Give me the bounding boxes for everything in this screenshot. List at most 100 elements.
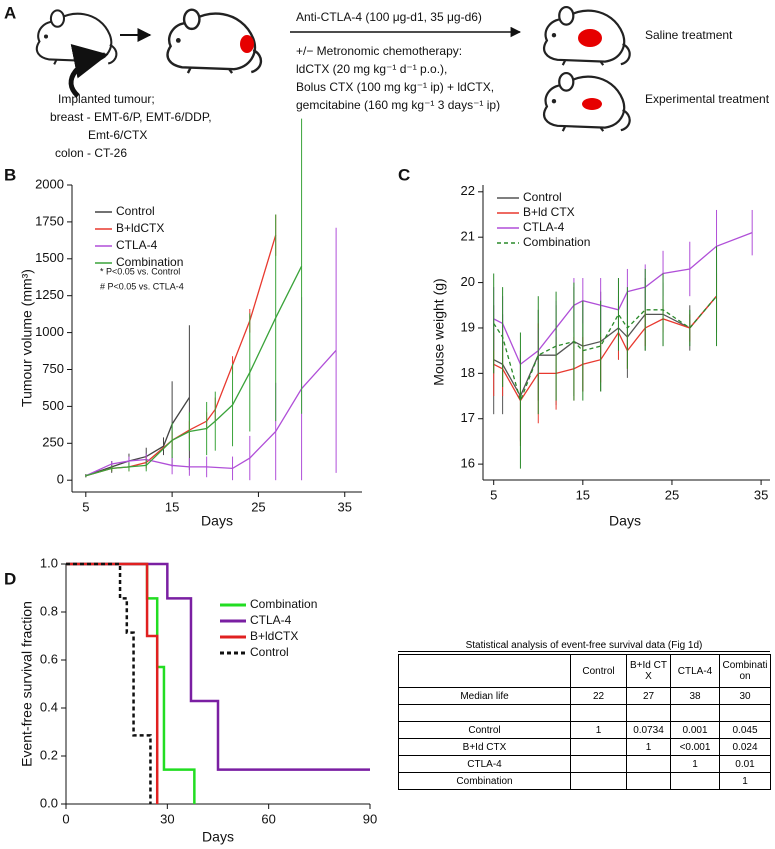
table-cell: 0.01 <box>719 755 771 773</box>
chemo-text: ldCTX (20 mg kg⁻¹ d⁻¹ p.o.), <box>296 62 447 76</box>
x-tick-label: 35 <box>754 487 768 502</box>
y-tick-label: 1500 <box>35 250 64 265</box>
table-row: Median life 22 27 38 30 <box>398 687 771 705</box>
y-tick-label: 250 <box>42 435 64 450</box>
table-row <box>398 704 771 722</box>
series-line <box>85 265 303 477</box>
panel-label: A <box>4 3 16 22</box>
y-tick-label: 2000 <box>35 176 64 191</box>
series-line <box>493 295 718 403</box>
table-row: Control 1 0.0734 0.001 0.045 <box>398 721 771 739</box>
legend-label: Combination <box>523 235 590 249</box>
table-cell <box>626 772 671 790</box>
series-line <box>85 349 337 477</box>
tumour <box>240 35 254 53</box>
y-tick-label: 22 <box>461 183 475 198</box>
tumour-text: Emt-6/CTX <box>88 128 147 142</box>
table-cell: <0.001 <box>670 738 720 756</box>
x-tick-label: 25 <box>665 487 679 502</box>
column-header: B+Id CTX <box>626 654 671 688</box>
table-cell <box>626 755 671 773</box>
annotation: * P<0.05 vs. Control <box>100 266 180 276</box>
x-tick-label: 90 <box>363 811 377 826</box>
series-line <box>493 232 753 366</box>
stats-table: Control B+Id CTX CTLA-4 Combination Median l… <box>398 654 771 790</box>
y-tick-label: 0 <box>57 472 64 487</box>
legend-label: CTLA-4 <box>250 613 292 627</box>
series-line <box>66 562 370 771</box>
table-cell: 0.024 <box>719 738 771 756</box>
legend-label: B+ldCTX <box>250 629 298 643</box>
table-cell: 22 <box>570 687 627 705</box>
legend-label: B+ld CTX <box>523 205 575 219</box>
x-tick-label: 15 <box>165 499 179 514</box>
column-header: CTLA-4 <box>670 654 720 688</box>
y-tick-label: 20 <box>461 274 475 289</box>
legend-label: B+ldCTX <box>116 221 164 235</box>
series-line <box>493 295 718 398</box>
legend-label: Control <box>116 204 155 218</box>
panel-label: C <box>398 165 410 184</box>
x-tick-label: 15 <box>576 487 590 502</box>
tumour-text: Implanted tumour; <box>58 92 155 106</box>
x-tick-label: 5 <box>490 487 497 502</box>
legend-label: Combination <box>116 255 183 269</box>
table-row: CTLA-4 1 0.01 <box>398 755 771 773</box>
y-tick-label: 17 <box>461 410 475 425</box>
y-tick-label: 0.6 <box>40 651 58 666</box>
table-cell: 0.045 <box>719 721 771 739</box>
table-cell <box>570 772 627 790</box>
table-cell: CTLA-4 <box>398 755 571 773</box>
table-cell: Median life <box>398 687 571 705</box>
series-line <box>66 562 159 804</box>
y-tick-label: 0.4 <box>40 699 58 714</box>
y-tick-label: 500 <box>42 398 64 413</box>
table-cell: 27 <box>626 687 671 705</box>
series-line <box>66 562 196 804</box>
legend-label: CTLA-4 <box>116 238 158 252</box>
tumour-text: breast - EMT-6/P, EMT-6/DDP, <box>50 110 212 124</box>
series-line <box>493 295 718 402</box>
x-axis-title: Days <box>202 829 234 845</box>
y-tick-label: 1.0 <box>40 555 58 570</box>
table-row: B+Id CTX 1 <0.001 0.024 <box>398 738 771 756</box>
table-title: Statistical analysis of event-free survi… <box>398 640 770 652</box>
y-tick-label: 750 <box>42 361 64 376</box>
y-tick-label: 1250 <box>35 287 64 302</box>
legend-label: Combination <box>250 597 317 611</box>
table-cell: B+Id CTX <box>398 738 571 756</box>
series-line <box>66 562 152 804</box>
annotation: # P<0.05 vs. CTLA-4 <box>100 281 184 291</box>
table-header-row: Control B+Id CTX CTLA-4 Combination <box>398 654 771 688</box>
table-cell: 0.001 <box>670 721 720 739</box>
treatment-text: Anti-CTLA-4 (100 μg-d1, 35 μg-d6) <box>296 10 482 24</box>
table-cell: 1 <box>719 772 771 790</box>
y-tick-label: 0.8 <box>40 603 58 618</box>
tumour <box>578 29 602 47</box>
table-cell <box>670 704 720 722</box>
table-cell: 30 <box>719 687 771 705</box>
y-axis-title: Tumour volume (mm³) <box>19 269 35 407</box>
y-tick-label: 18 <box>461 365 475 380</box>
y-tick-label: 16 <box>461 456 475 471</box>
tumour-text: colon - CT-26 <box>55 146 127 160</box>
legend-label: Control <box>250 645 289 659</box>
x-axis-title: Days <box>201 513 233 529</box>
y-tick-label: 19 <box>461 319 475 334</box>
x-tick-label: 35 <box>338 499 352 514</box>
legend-label: CTLA-4 <box>523 220 565 234</box>
table-cell: Control <box>398 721 571 739</box>
table-cell <box>670 772 720 790</box>
panel-label: B <box>4 165 16 184</box>
table-cell: 0.0734 <box>626 721 671 739</box>
x-tick-label: 5 <box>82 499 89 514</box>
column-header: Control <box>570 654 627 688</box>
x-tick-label: 25 <box>251 499 265 514</box>
chemo-text: gemcitabine (160 mg kg⁻¹ 3 days⁻¹ ip) <box>296 98 500 112</box>
column-header: Combination <box>719 654 771 688</box>
y-axis-title: Event-free survival fraction <box>19 601 35 767</box>
y-tick-label: 21 <box>461 229 475 244</box>
table-cell <box>719 704 771 722</box>
